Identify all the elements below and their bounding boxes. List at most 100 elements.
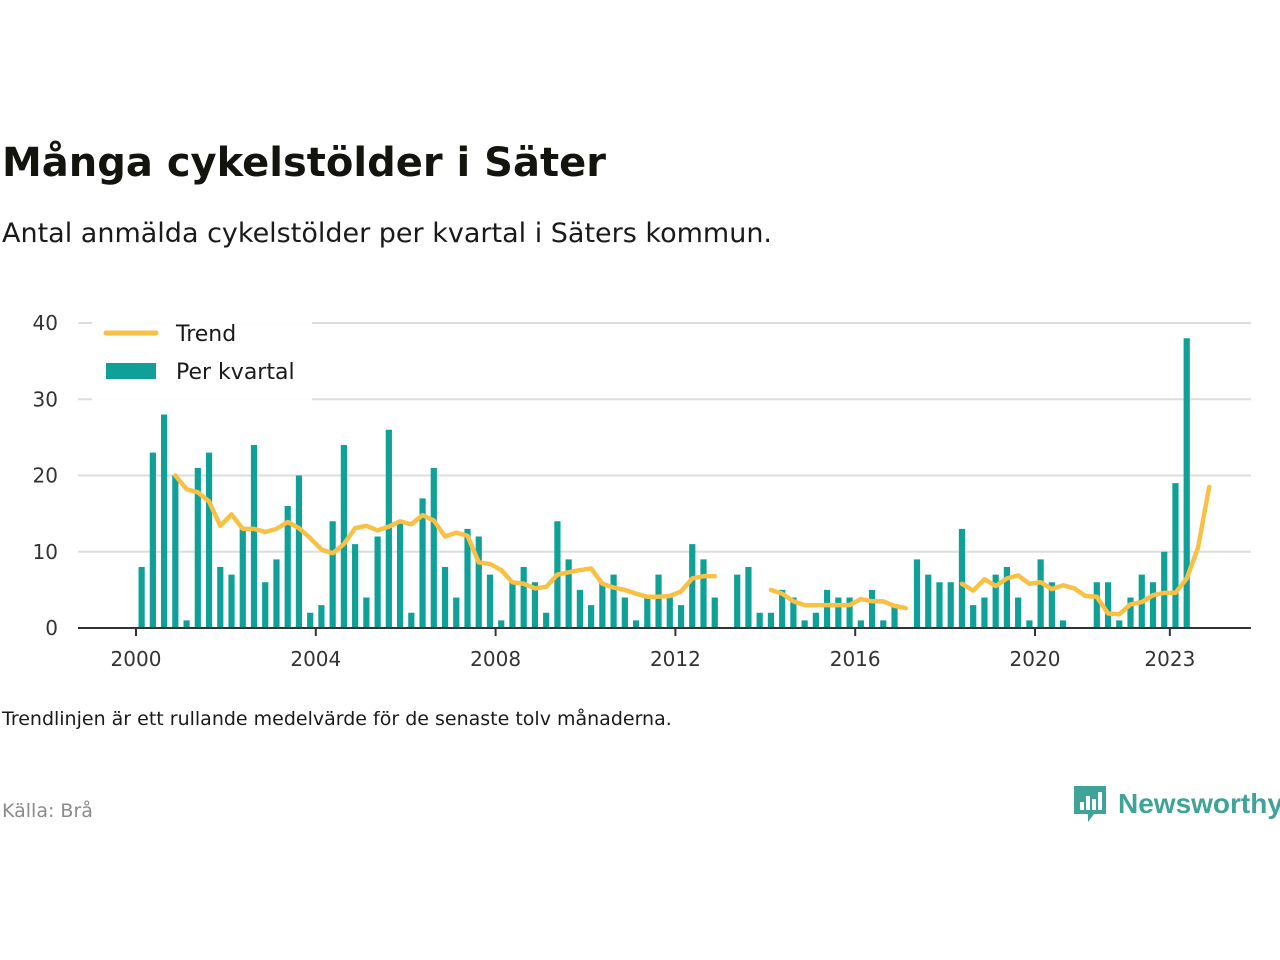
bar (1104, 582, 1112, 628)
bar (913, 559, 921, 629)
bar (194, 467, 201, 629)
bar (183, 620, 190, 629)
bar (205, 452, 213, 629)
bar (464, 528, 471, 629)
newsworthy-logo-icon (1074, 786, 1106, 822)
bar (475, 536, 482, 628)
bar (228, 574, 235, 629)
bar (284, 506, 291, 628)
bar (374, 536, 381, 628)
bar (239, 528, 246, 629)
bar (160, 414, 168, 628)
bar (1149, 582, 1157, 628)
y-tick-label: 10 (33, 540, 58, 564)
bar (891, 605, 898, 629)
bar (970, 605, 977, 629)
trend-line (173, 473, 717, 599)
x-tick-label: 2004 (290, 647, 341, 671)
bar (1127, 597, 1134, 628)
trend-series (173, 473, 1212, 617)
y-tick-label: 30 (33, 387, 58, 411)
bar (1183, 338, 1190, 628)
trend-line (959, 484, 1212, 617)
bar (779, 589, 786, 629)
bar (1048, 582, 1055, 628)
bar (1015, 597, 1022, 628)
x-tick-label: 2020 (1010, 647, 1061, 671)
source-label: Källa: Brå (2, 800, 93, 822)
bar (1037, 559, 1044, 629)
bar (498, 620, 505, 629)
bar (936, 582, 943, 628)
bar (621, 597, 628, 628)
trend-line (768, 587, 909, 611)
bar (981, 597, 988, 628)
x-tick-label: 2016 (830, 647, 881, 671)
y-tick-label: 40 (33, 311, 58, 335)
bar (1026, 620, 1033, 629)
chart-subtitle: Antal anmälda cykelstölder per kvartal i… (2, 218, 773, 249)
bar (1172, 483, 1179, 629)
bar (812, 612, 819, 628)
bar (588, 605, 595, 629)
bar (824, 589, 831, 629)
x-tick-label: 2023 (1144, 647, 1195, 671)
bar (396, 521, 404, 628)
bar (868, 589, 876, 629)
bar (217, 567, 224, 628)
bar (666, 597, 673, 628)
bar-series (138, 338, 1190, 629)
bar (925, 574, 932, 629)
bar (677, 605, 685, 629)
x-tick-label: 2012 (650, 647, 701, 671)
bar (846, 597, 853, 628)
x-tick-label: 2000 (111, 647, 162, 671)
bar (262, 582, 269, 628)
bar (880, 620, 887, 629)
bar (756, 612, 763, 628)
legend-label: Per kvartal (176, 360, 295, 385)
bar (565, 559, 572, 629)
bar (857, 620, 864, 629)
bar (329, 521, 336, 628)
bar (307, 612, 314, 628)
bar (509, 582, 516, 628)
bar (419, 498, 426, 629)
legend-swatch-bar (106, 363, 156, 379)
bar (1161, 551, 1168, 628)
bar (992, 574, 999, 629)
bar (745, 567, 752, 628)
y-tick-label: 0 (45, 616, 58, 640)
bar (138, 567, 145, 628)
bar (599, 582, 606, 628)
bar (835, 597, 842, 628)
bar (273, 559, 280, 629)
bar-line-chart: 0 10 20 30 40 2000 2004 2008 2012 2016 2020 2023 Tr… (33, 311, 1251, 671)
brand-logo: Newsworthy (1072, 784, 1280, 824)
bar (632, 620, 640, 629)
bar (734, 574, 741, 629)
bar (295, 475, 303, 628)
bar (767, 612, 775, 628)
bar (172, 475, 179, 628)
bar (711, 597, 718, 628)
bar (430, 467, 437, 629)
legend: Trend Per kvartal (92, 316, 312, 404)
bar (352, 544, 359, 629)
trend-note: Trendlinjen är ett rullande medelvärde f… (2, 708, 672, 730)
bar (644, 597, 651, 628)
bar (520, 567, 527, 628)
bar (610, 574, 617, 629)
bar (531, 582, 539, 628)
bar (363, 597, 370, 628)
bar (1116, 620, 1123, 629)
bar (655, 574, 662, 629)
bar (441, 567, 449, 628)
bar (947, 582, 954, 628)
bar (576, 589, 583, 629)
bar (149, 452, 156, 629)
bar (408, 612, 415, 628)
axes: 0 10 20 30 40 2000 2004 2008 2012 2016 2020 2023 (33, 311, 1251, 671)
bar (700, 559, 707, 629)
legend-label: Trend (175, 322, 236, 347)
